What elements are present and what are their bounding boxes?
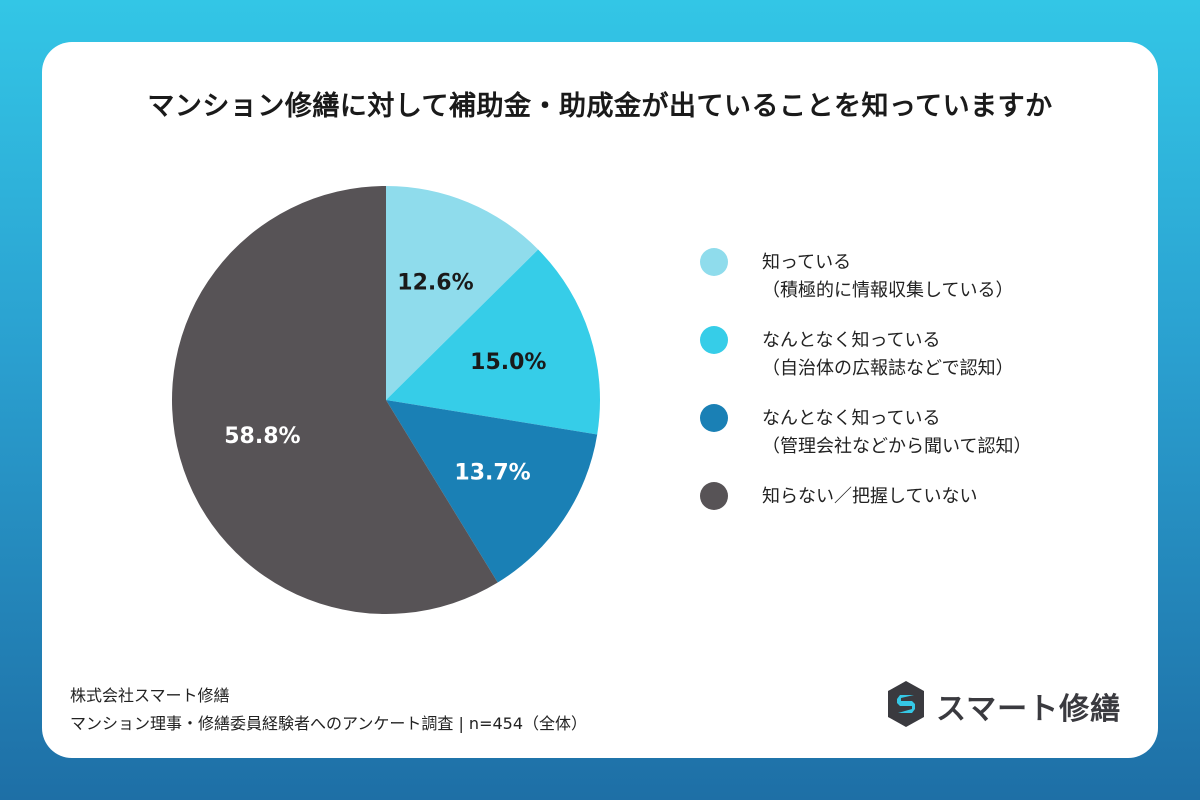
s-logo-icon [888, 681, 924, 727]
logo-text: スマート修繕 [936, 692, 1122, 727]
legend-swatch-2 [700, 326, 728, 354]
legend: 知っている （積極的に情報収集している） なんとなく知っている （自治体の広報誌… [700, 246, 1120, 520]
pie-slice-1 [386, 186, 539, 400]
pie-value-label-2: 15.0% [470, 350, 546, 375]
footer-survey: マンション理事・修繕委員経験者へのアンケート調査 | n=454（全体） [70, 714, 588, 733]
legend-swatch-3 [700, 404, 728, 432]
legend-label-2: なんとなく知っている [762, 330, 941, 351]
footer: 株式会社スマート修繕 マンション理事・修繕委員経験者へのアンケート調査 | n=… [70, 682, 587, 738]
legend-label-4: 知らない／把握していない [762, 486, 978, 507]
legend-swatch-1 [700, 248, 728, 276]
pie-slice-3 [386, 400, 598, 583]
legend-sublabel-3: （管理会社などから聞いて認知） [762, 436, 1032, 457]
pie-slice-4 [171, 186, 498, 614]
chart-title: マンション修繕に対して補助金・助成金が出ていることを知っていますか [147, 91, 1053, 122]
footer-company: 株式会社スマート修繕 [70, 686, 230, 705]
legend-sublabel-2: （自治体の広報誌などで認知） [762, 358, 1014, 379]
pie-value-label-1: 12.6% [397, 271, 473, 296]
legend-sublabel-1: （積極的に情報収集している） [762, 280, 1014, 301]
legend-item-4: 知らない／把握していない [700, 480, 1120, 520]
pie-value-label-4: 58.8% [224, 424, 300, 449]
pie-slice-2 [386, 249, 600, 435]
legend-label-3: なんとなく知っている [762, 408, 941, 429]
legend-item-2: なんとなく知っている （自治体の広報誌などで認知） [700, 324, 1120, 402]
legend-swatch-4 [700, 482, 728, 510]
legend-label-1: 知っている [762, 252, 852, 273]
legend-item-1: 知っている （積極的に情報収集している） [700, 246, 1120, 324]
pie-value-label-3: 13.7% [454, 461, 530, 486]
legend-item-3: なんとなく知っている （管理会社などから聞いて認知） [700, 402, 1120, 480]
pie-chart: 12.6% 15.0% 13.7% 58.8% [171, 186, 600, 614]
